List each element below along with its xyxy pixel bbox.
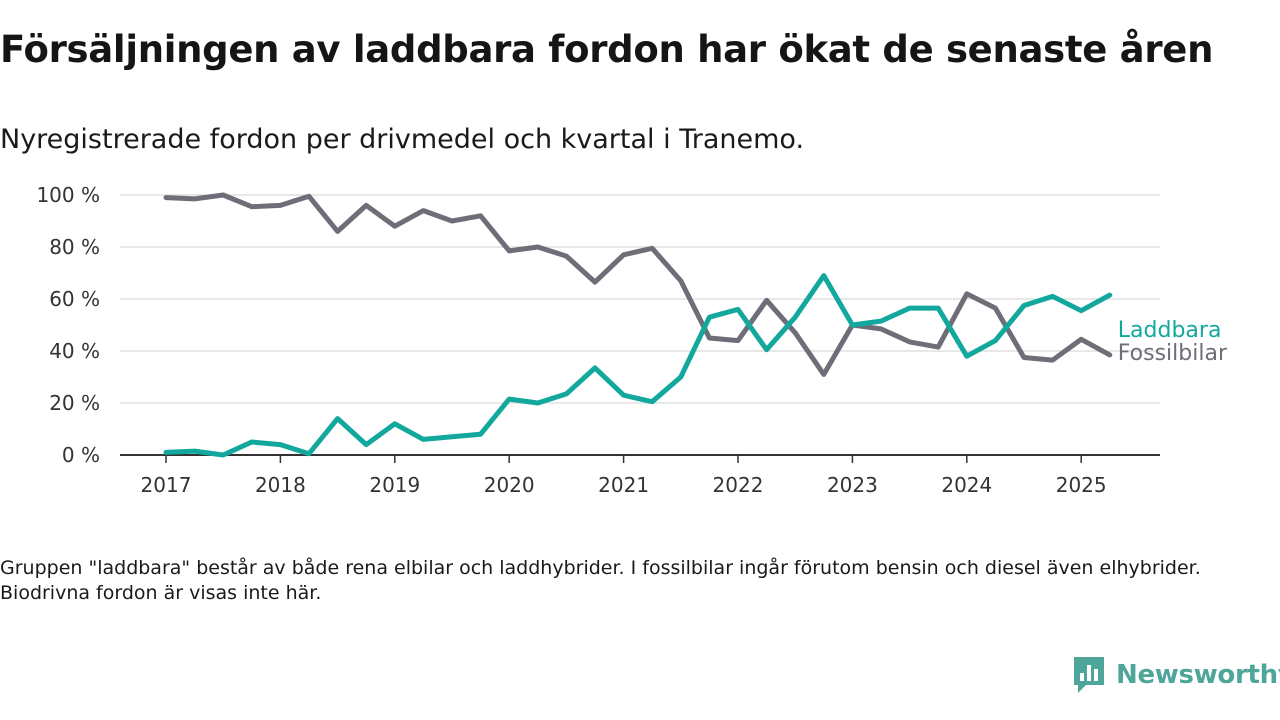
x-tick-label: 2020 xyxy=(484,473,535,497)
series-line-laddbara xyxy=(163,273,1113,458)
x-tick-label: 2019 xyxy=(369,473,420,497)
series-label-laddbara: Laddbara xyxy=(1118,318,1222,343)
y-tick-label: 0 % xyxy=(62,443,100,467)
newsworthy-logo-icon xyxy=(1074,657,1104,693)
series-label-fossilbilar: Fossilbilar xyxy=(1118,341,1228,366)
y-tick-label: 40 % xyxy=(49,339,100,363)
x-tick-label: 2025 xyxy=(1056,473,1107,497)
y-tick-label: 80 % xyxy=(49,235,100,259)
series-line-fossilbilar xyxy=(163,192,1113,377)
x-tick-label: 2021 xyxy=(598,473,649,497)
series-lines xyxy=(163,192,1113,458)
grid-lines xyxy=(120,194,1160,456)
newsworthy-logo: Newsworthy xyxy=(1072,655,1280,695)
x-tick-label: 2024 xyxy=(941,473,992,497)
footnote: Gruppen "laddbara" består av både rena e… xyxy=(0,557,1201,604)
chart-title: Försäljningen av laddbara fordon har öka… xyxy=(0,28,1214,71)
x-tick-label: 2018 xyxy=(255,473,306,497)
x-tick-label: 2017 xyxy=(141,473,192,497)
y-tick-label: 100 % xyxy=(36,183,100,207)
y-tick-label: 60 % xyxy=(49,287,100,311)
y-axis-ticks: 0 % 20 % 40 % 60 % 80 % 100 % xyxy=(36,183,100,467)
chart-subtitle: Nyregistrerade fordon per drivmedel och … xyxy=(0,124,805,155)
y-tick-label: 20 % xyxy=(49,391,100,415)
x-tick-label: 2022 xyxy=(713,473,764,497)
line-chart: 0 % 20 % 40 % 60 % 80 % 100 % 2017 2018 2019 202… xyxy=(36,183,1228,497)
brand-name: Newsworthy xyxy=(1116,660,1280,690)
x-axis-ticks: 2017 2018 2019 2020 2021 2022 2023 2024 2025 xyxy=(141,455,1107,497)
x-tick-label: 2023 xyxy=(827,473,878,497)
